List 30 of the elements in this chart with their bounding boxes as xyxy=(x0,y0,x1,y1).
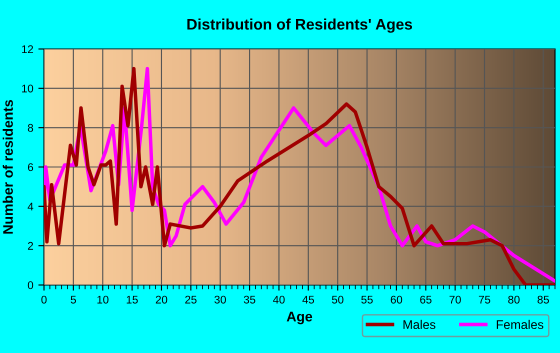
chart-title: Distribution of Residents' Ages xyxy=(187,18,412,33)
x-tick-label: 30 xyxy=(214,296,226,304)
x-tick-label: 55 xyxy=(361,296,373,304)
x-tick-label: 10 xyxy=(97,296,108,304)
x-tick-label: 70 xyxy=(450,296,461,304)
x-tick-label: 25 xyxy=(185,296,197,304)
y-tick-label: 8 xyxy=(28,124,34,132)
x-tick-label: 50 xyxy=(332,296,344,304)
x-tick-label: 40 xyxy=(273,296,285,304)
y-tick-label: 10 xyxy=(22,84,34,92)
x-tick-label: 65 xyxy=(420,296,432,304)
x-tick-label: 45 xyxy=(302,296,314,304)
x-axis-title: Age xyxy=(286,312,312,324)
y-tick-label: 2 xyxy=(28,242,34,250)
y-tick-label: 0 xyxy=(28,281,34,290)
x-tick-label: 60 xyxy=(390,296,402,304)
y-tick-label: 4 xyxy=(28,202,34,210)
x-tick-label: 75 xyxy=(478,296,490,304)
x-tick-label: 5 xyxy=(70,296,76,304)
x-tick-label: 80 xyxy=(508,296,520,304)
x-tick-label: 20 xyxy=(156,296,168,304)
x-tick-label: 0 xyxy=(41,296,47,304)
legend-label: Males xyxy=(404,320,436,330)
y-axis-title: Number of residents xyxy=(2,100,13,234)
x-tick-label: 15 xyxy=(126,296,138,304)
x-tick-label: 35 xyxy=(244,296,256,304)
legend-label: Females xyxy=(496,320,544,330)
y-tick-label: 6 xyxy=(28,163,34,172)
x-tick-label: 85 xyxy=(538,296,549,304)
y-tick-label: 12 xyxy=(22,45,34,54)
